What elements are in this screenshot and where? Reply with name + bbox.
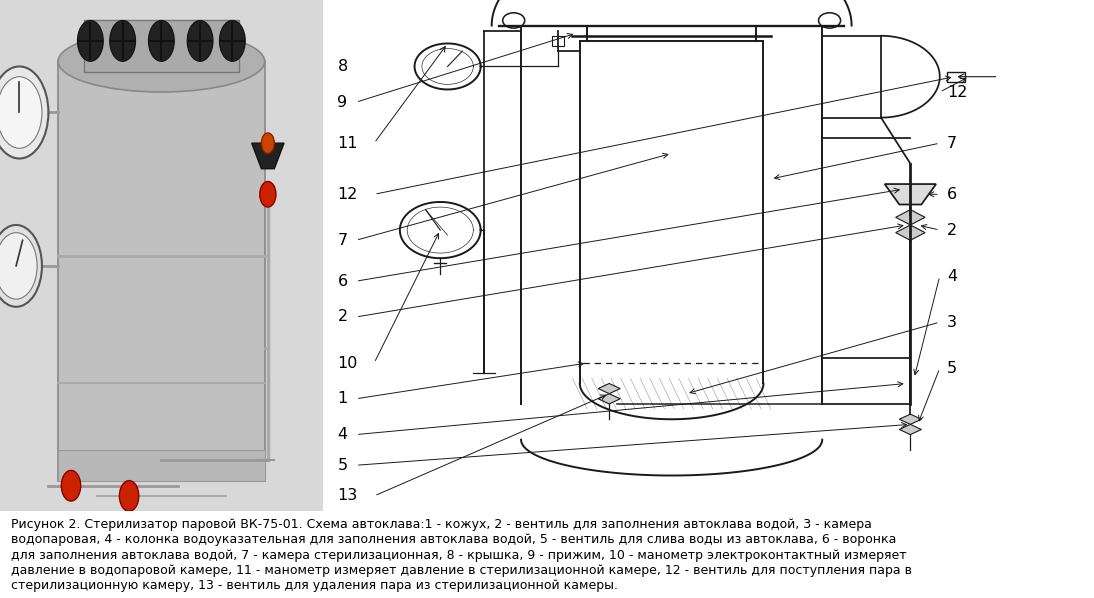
Text: стерилизационную камеру, 13 - вентиль для удаления пара из стерилизационной каме: стерилизационную камеру, 13 - вентиль дл… <box>11 579 618 592</box>
Text: 12: 12 <box>337 187 358 202</box>
Text: 7: 7 <box>337 233 348 248</box>
Text: для заполнения автоклава водой, 7 - камера стерилизационная, 8 - крышка, 9 - при: для заполнения автоклава водой, 7 - каме… <box>11 548 907 562</box>
Text: 6: 6 <box>947 187 957 202</box>
Circle shape <box>0 233 37 299</box>
Text: 1: 1 <box>337 391 348 406</box>
Circle shape <box>259 182 276 207</box>
Bar <box>84 20 238 72</box>
Polygon shape <box>598 383 620 393</box>
Text: 9: 9 <box>337 94 348 110</box>
Polygon shape <box>899 425 921 435</box>
Ellipse shape <box>58 30 265 92</box>
Bar <box>551 36 563 46</box>
Text: 8: 8 <box>337 59 348 74</box>
Text: 4: 4 <box>337 427 348 442</box>
Circle shape <box>119 481 139 511</box>
Text: давление в водопаровой камере, 11 - манометр измеряет давление в стерилизационно: давление в водопаровой камере, 11 - мано… <box>11 564 912 576</box>
Polygon shape <box>899 414 921 425</box>
Text: 11: 11 <box>337 136 358 151</box>
Text: Рисунок 2. Стерилизатор паровой ВК-75-01. Схема автоклава:1 - кожух, 2 - вентиль: Рисунок 2. Стерилизатор паровой ВК-75-01… <box>11 518 872 531</box>
Text: 10: 10 <box>337 356 358 371</box>
Circle shape <box>149 20 174 62</box>
Circle shape <box>220 20 245 62</box>
Polygon shape <box>598 393 620 404</box>
Text: 5: 5 <box>947 361 957 376</box>
Text: 5: 5 <box>337 458 348 473</box>
Circle shape <box>187 20 213 62</box>
Text: 2: 2 <box>947 222 957 237</box>
Polygon shape <box>896 210 926 225</box>
Circle shape <box>0 66 48 158</box>
Bar <box>58 450 265 481</box>
Text: 7: 7 <box>947 136 957 151</box>
Text: 12: 12 <box>947 84 967 99</box>
Circle shape <box>78 20 103 62</box>
Polygon shape <box>896 225 926 240</box>
Circle shape <box>0 77 42 148</box>
Circle shape <box>109 20 136 62</box>
Text: 13: 13 <box>337 489 358 504</box>
Text: 2: 2 <box>337 310 348 325</box>
Text: 4: 4 <box>947 269 957 283</box>
Polygon shape <box>252 143 284 169</box>
Text: водопаровая, 4 - колонка водоуказательная для заполнения автоклава водой, 5 - ве: водопаровая, 4 - колонка водоуказательна… <box>11 533 896 547</box>
Circle shape <box>261 133 275 153</box>
Bar <box>947 72 966 82</box>
Text: 6: 6 <box>337 274 348 289</box>
Circle shape <box>61 471 81 501</box>
Circle shape <box>0 225 42 307</box>
Text: 3: 3 <box>947 315 957 329</box>
Polygon shape <box>885 184 936 205</box>
Bar <box>58 62 265 481</box>
